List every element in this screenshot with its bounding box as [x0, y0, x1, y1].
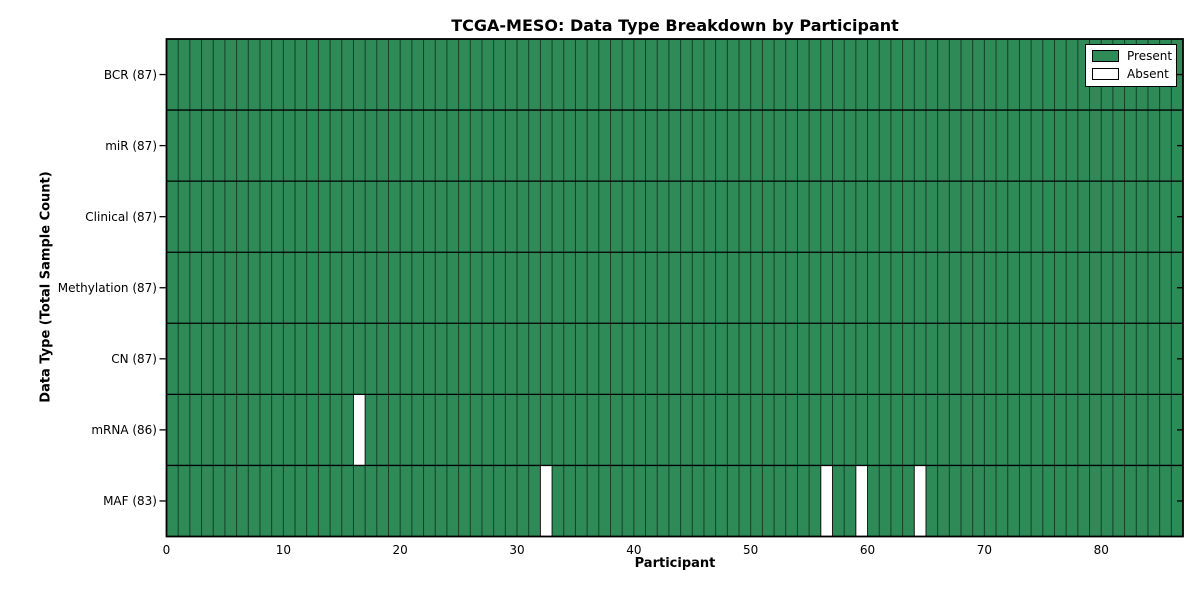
legend-item-present: Present	[1092, 49, 1173, 63]
legend-label-present: Present	[1127, 49, 1173, 63]
x-tick-label: 70	[976, 542, 992, 557]
plot-border	[165, 38, 1184, 538]
x-tick-label: 20	[392, 542, 408, 557]
absent-swatch-icon	[1092, 68, 1119, 80]
x-tick-label: 80	[1093, 542, 1109, 557]
y-tick-label: MAF (83)	[103, 493, 157, 508]
present-swatch-icon	[1092, 50, 1119, 62]
x-tick-label: 60	[859, 542, 876, 557]
y-tick-label: Methylation (87)	[57, 280, 157, 295]
y-tick-label: BCR (87)	[103, 67, 157, 82]
x-tick-label: 0	[162, 542, 171, 557]
legend-item-absent: Absent	[1092, 67, 1170, 81]
absent-cell	[539, 465, 553, 537]
x-tick-label: 10	[275, 542, 291, 557]
chart-title: TCGA-MESO: Data Type Breakdown by Partic…	[451, 16, 899, 35]
x-tick-label: 40	[626, 542, 642, 557]
present-matrix	[166, 39, 1183, 537]
legend: Present Absent	[1085, 44, 1177, 87]
x-axis-label: Participant	[634, 556, 716, 571]
absent-cell	[855, 465, 868, 537]
x-tick-label: 50	[743, 542, 759, 557]
y-tick-label: miR (87)	[105, 138, 157, 153]
y-tick-label: mRNA (86)	[91, 422, 157, 437]
y-tick-label: CN (87)	[111, 351, 157, 366]
absent-cell	[913, 465, 927, 537]
x-tick-label: 30	[509, 542, 525, 557]
legend-label-absent: Absent	[1127, 67, 1169, 81]
absent-cell	[353, 393, 366, 466]
y-tick-label: Clinical (87)	[85, 209, 157, 224]
absent-cell	[820, 465, 833, 537]
